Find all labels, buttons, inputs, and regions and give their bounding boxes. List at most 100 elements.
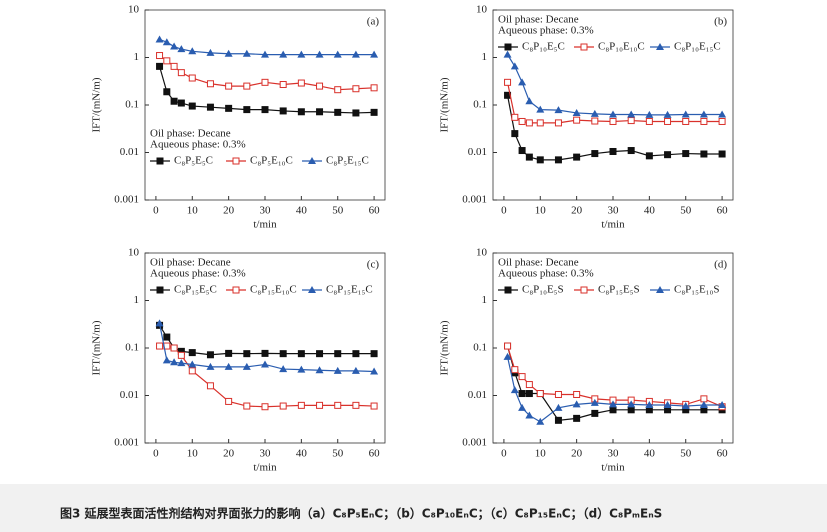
marker	[536, 156, 544, 164]
marker	[511, 113, 519, 121]
marker	[718, 150, 726, 158]
annotation: Aqueous phase: 0.3%	[150, 139, 246, 151]
x-tick-label: 0	[153, 205, 159, 217]
marker	[316, 82, 324, 90]
marker	[700, 395, 708, 403]
series	[156, 62, 378, 117]
x-tick-label: 20	[223, 448, 235, 460]
marker	[297, 108, 305, 116]
legend-marker	[580, 286, 588, 294]
marker	[627, 400, 636, 408]
marker	[334, 108, 342, 116]
marker	[510, 62, 519, 70]
marker	[352, 85, 360, 93]
series	[504, 78, 726, 127]
marker	[334, 401, 342, 409]
marker	[554, 390, 562, 398]
marker	[370, 84, 378, 92]
marker	[591, 150, 599, 158]
y-tick-label: 0.1	[125, 342, 139, 354]
y-tick-label: 10	[128, 4, 140, 16]
marker	[206, 103, 214, 111]
marker	[518, 117, 526, 125]
x-tick-label: 30	[608, 448, 620, 460]
marker	[700, 150, 708, 158]
legend-marker	[232, 157, 240, 165]
marker	[334, 86, 342, 94]
marker	[162, 38, 171, 46]
marker	[162, 356, 171, 364]
marker	[170, 97, 178, 105]
marker	[627, 117, 635, 125]
marker	[609, 400, 617, 408]
annotation: Aqueous phase: 0.3%	[498, 268, 594, 280]
marker	[261, 403, 269, 411]
marker	[261, 349, 269, 357]
marker	[518, 78, 527, 86]
legend-label: C₈P₁₀E₅S	[522, 284, 564, 296]
y-axis-label: IFT/(mN/m)	[439, 77, 451, 132]
series	[155, 319, 379, 375]
x-axis-label: t/min	[253, 462, 277, 474]
legend-label: C₈P₁₅E₁₅C	[326, 284, 373, 296]
marker	[663, 110, 672, 118]
series	[504, 91, 726, 164]
marker	[536, 417, 545, 425]
marker	[518, 390, 526, 398]
x-tick-label: 50	[680, 205, 692, 217]
x-tick-label: 10	[187, 205, 199, 217]
marker	[700, 117, 708, 125]
y-tick-label: 10	[476, 4, 488, 16]
marker	[279, 107, 287, 115]
series	[504, 342, 726, 411]
legend-marker	[580, 43, 588, 51]
marker	[177, 69, 185, 77]
y-tick-label: 10	[128, 247, 140, 259]
marker	[682, 117, 690, 125]
marker	[518, 373, 526, 381]
x-tick-label: 10	[535, 205, 547, 217]
marker	[352, 350, 360, 358]
annotation: Oil phase: Decane	[498, 14, 579, 26]
annotation: Oil phase: Decane	[150, 257, 231, 269]
legend-label: C₈P₅E₅C	[174, 155, 213, 167]
marker	[645, 152, 653, 160]
marker	[188, 102, 196, 110]
y-axis-label: IFT/(mN/m)	[91, 77, 103, 132]
marker	[243, 106, 251, 114]
series-line	[507, 54, 723, 116]
x-tick-label: 10	[535, 448, 547, 460]
y-tick-label: 1	[134, 294, 140, 306]
marker	[279, 50, 288, 58]
x-tick-label: 50	[332, 205, 344, 217]
panel-label: (a)	[367, 16, 380, 28]
marker	[297, 79, 305, 87]
marker	[590, 109, 599, 117]
x-tick-label: 60	[369, 205, 381, 217]
y-tick-label: 0.01	[120, 146, 139, 158]
marker	[370, 108, 378, 116]
marker	[261, 50, 269, 58]
y-tick-label: 0.001	[114, 437, 139, 449]
legend-marker	[656, 43, 664, 50]
marker	[554, 119, 562, 127]
marker	[243, 350, 251, 358]
marker	[525, 97, 534, 105]
marker	[504, 78, 512, 86]
marker	[261, 360, 269, 368]
marker	[225, 82, 233, 90]
marker	[156, 52, 164, 60]
x-tick-label: 0	[153, 448, 159, 460]
marker	[188, 349, 196, 357]
marker	[206, 80, 214, 88]
marker	[225, 349, 233, 357]
marker	[333, 366, 342, 374]
y-tick-label: 1	[482, 294, 488, 306]
marker	[573, 390, 581, 398]
x-tick-label: 30	[260, 205, 272, 217]
marker	[525, 390, 533, 398]
marker	[627, 406, 635, 414]
legend-label: C₈P₁₀E₁₀C	[598, 41, 645, 53]
legend-marker	[504, 286, 512, 294]
x-tick-label: 0	[501, 205, 507, 217]
